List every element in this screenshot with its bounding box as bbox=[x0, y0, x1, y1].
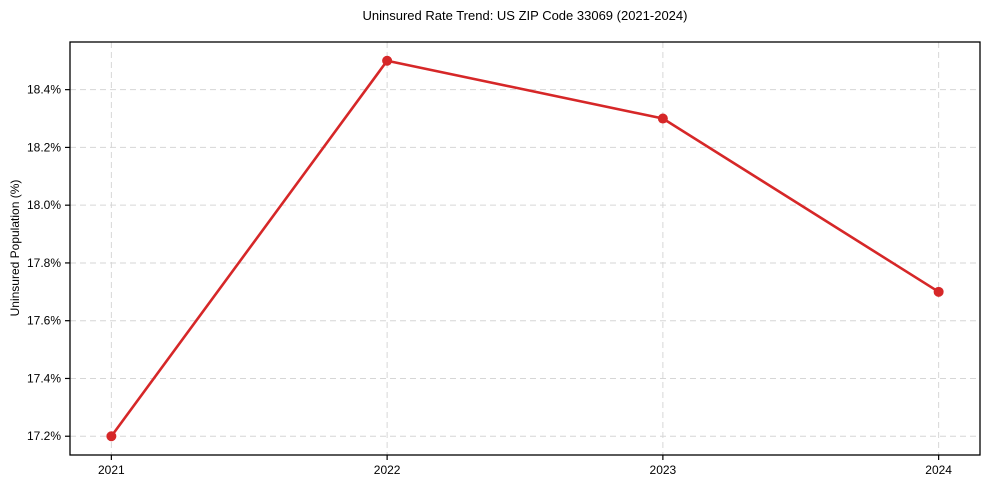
data-line bbox=[110, 59, 940, 438]
axes-spines bbox=[69, 41, 981, 456]
y-tick-label: 18.4% bbox=[27, 83, 61, 97]
data-point bbox=[382, 55, 393, 66]
data-point bbox=[933, 286, 944, 297]
y-tick-label: 17.8% bbox=[27, 256, 61, 270]
x-tick-label: 2022 bbox=[374, 463, 401, 477]
x-tick-label: 2021 bbox=[98, 463, 125, 477]
x-tick-label: 2024 bbox=[925, 463, 952, 477]
y-tick-label: 18.0% bbox=[27, 198, 61, 212]
chart-title: Uninsured Rate Trend: US ZIP Code 33069 … bbox=[362, 8, 688, 23]
y-tick-label: 18.2% bbox=[27, 140, 61, 154]
y-tick-label: 17.6% bbox=[27, 314, 61, 328]
x-tick-label: 2023 bbox=[650, 463, 677, 477]
y-tick-label: 17.4% bbox=[27, 371, 61, 385]
y-tick-label: 17.2% bbox=[27, 429, 61, 443]
data-point bbox=[657, 113, 668, 124]
data-point bbox=[106, 431, 117, 442]
